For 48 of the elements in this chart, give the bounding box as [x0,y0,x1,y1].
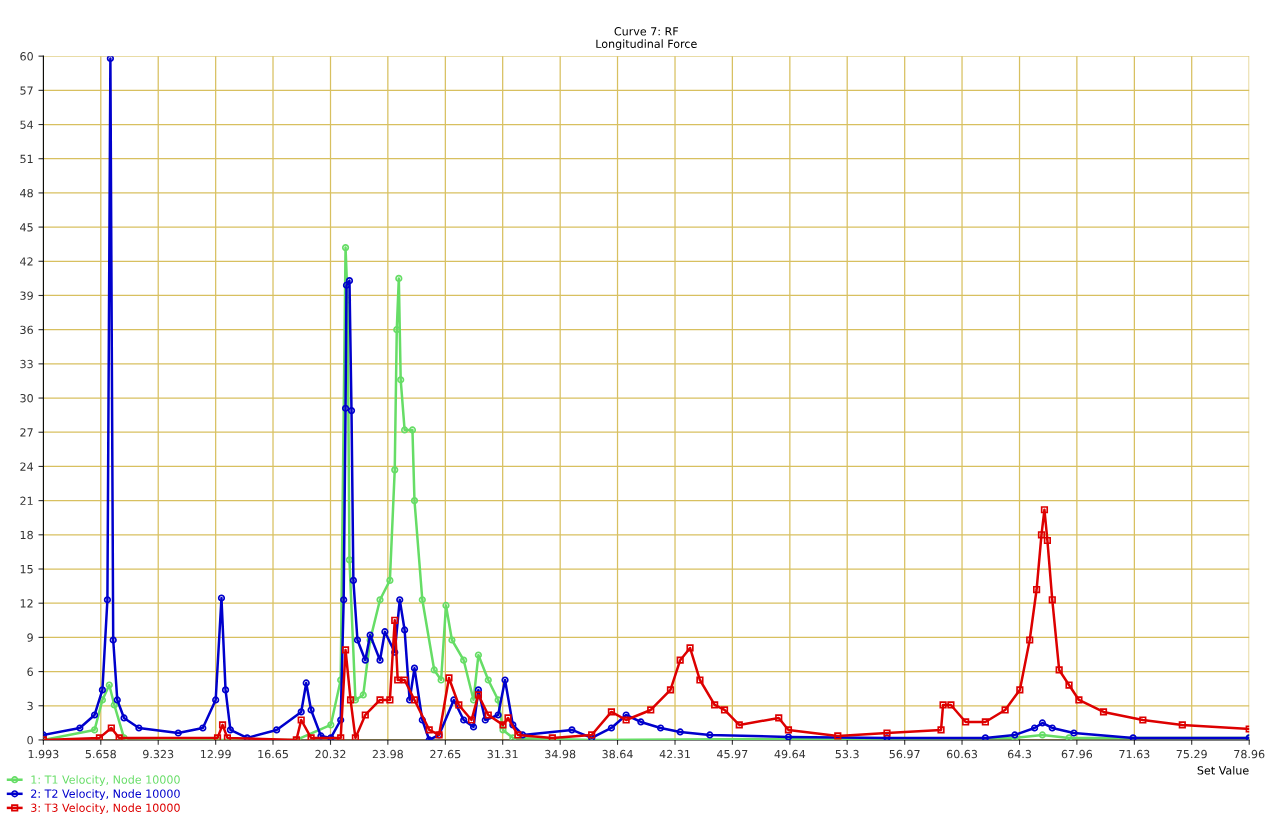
x-tick-label: 60.63 [946,749,978,759]
x-tick-label: 71.63 [1119,749,1150,759]
y-tick-label: 0 [27,735,33,745]
x-tick-label: 49.64 [774,749,806,759]
chart-title: Curve 7: RF Longitudinal Force [596,27,697,51]
y-tick-label: 15 [20,565,33,574]
x-tick-label: 1.993 [28,749,59,759]
x-tick-label: 38.64 [602,749,633,759]
x-tick-label: 20.32 [315,749,346,759]
y-tick-label: 60 [20,52,33,61]
y-tick-label: 57 [20,86,33,95]
y-tick-label: 54 [20,120,34,129]
x-axis-title: Set Value [1197,765,1249,775]
x-tick-label: 75.29 [1176,749,1207,759]
y-tick-label: 33 [20,359,33,369]
y-tick-label: 21 [20,496,33,505]
y-tick-label: 24 [20,462,34,471]
y-tick-label: 51 [20,154,33,164]
x-tick-label: 64.3 [1007,749,1032,759]
x-tick-label: 23.98 [372,749,403,759]
x-tick-label: 78.96 [1234,749,1265,759]
legend-label: 3: T3 Velocity, Node 10000 [31,803,180,815]
legend-label: 2: T2 Velocity, Node 10000 [31,789,180,801]
legend-label: 1: T1 Velocity, Node 10000 [31,775,180,786]
y-tick-label: 48 [20,188,33,198]
x-tick-label: 31.31 [487,749,518,759]
y-tick-label: 45 [20,223,33,232]
x-tick-label: 45.97 [717,749,748,759]
x-tick-label: 56.97 [889,749,920,759]
x-tick-label: 53.3 [835,749,859,759]
y-tick-label: 39 [20,291,33,300]
y-tick-label: 36 [20,325,33,335]
x-tick-label: 34.98 [545,749,576,759]
x-tick-label: 42.31 [659,749,690,759]
x-tick-label: 5.658 [85,749,116,759]
y-tick-label: 6 [27,667,33,676]
y-tick-label: 42 [20,257,33,266]
y-tick-label: 3 [27,701,33,711]
x-tick-label: 12.99 [200,749,231,759]
y-tick-label: 9 [27,633,33,642]
x-tick-label: 16.65 [258,749,288,759]
y-tick-label: 12 [20,599,33,608]
x-tick-label: 67.96 [1061,749,1093,759]
y-tick-label: 27 [20,428,33,437]
y-tick-label: 30 [20,394,33,403]
x-tick-label: 27.65 [430,749,461,759]
x-tick-label: 9.323 [143,749,174,759]
y-tick-label: 18 [20,530,33,540]
